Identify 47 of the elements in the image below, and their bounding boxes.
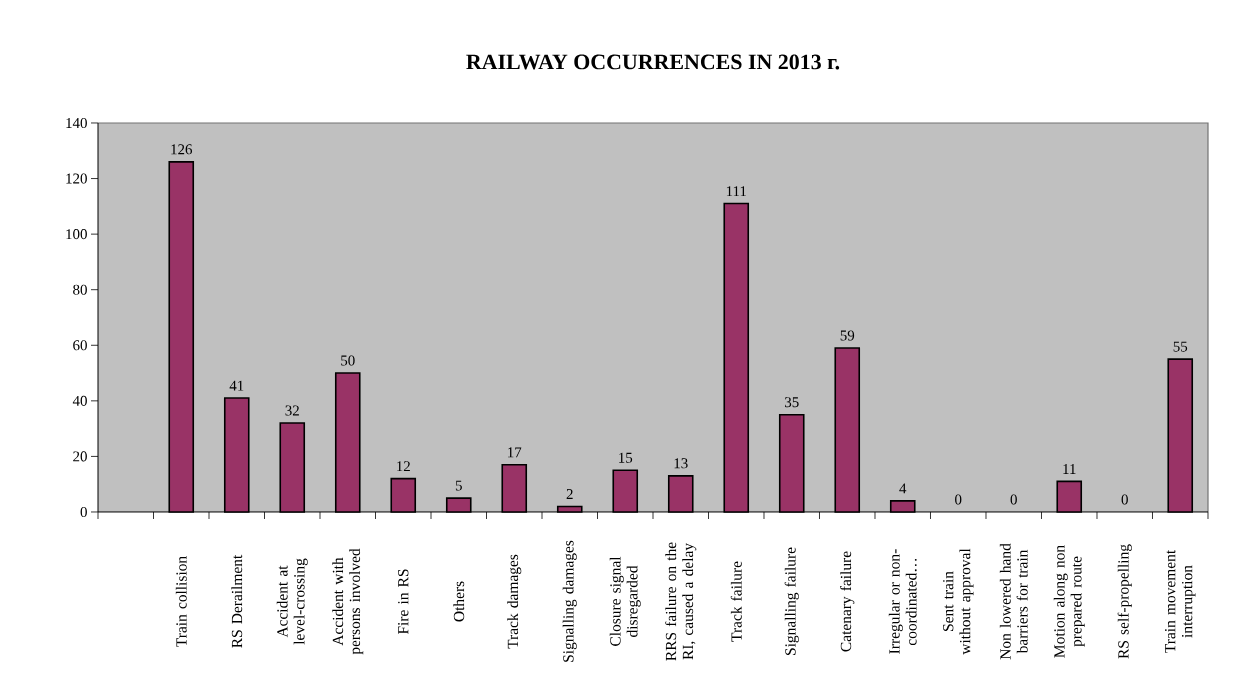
y-tick-label: 120 [66, 173, 87, 184]
x-tick-label: Non lowered hand barriers for train [999, 543, 1028, 660]
data-label: 41 [229, 380, 244, 391]
data-label: 50 [341, 355, 355, 366]
x-tick-label: Accident with persons involved [332, 548, 364, 655]
x-tick-label: Track damages [507, 554, 522, 649]
x-tick-label: RS self-propelling [1117, 544, 1132, 659]
y-tick-label: 0 [80, 506, 87, 518]
x-tick-label: Irregular or non-coordinated… [888, 549, 917, 654]
data-label: 126 [171, 144, 193, 155]
y-tick-label: 40 [72, 395, 87, 406]
data-label: 0 [1010, 494, 1017, 505]
data-label: 13 [674, 458, 688, 469]
data-label: 2 [566, 489, 573, 499]
x-tick-label: Signalling damages [562, 540, 577, 662]
chart-title: RAILWAY OCCURRENCES IN 2013 г. [466, 54, 840, 70]
data-label: 11 [1063, 464, 1076, 474]
data-label: 0 [955, 494, 962, 505]
y-tick-label: 140 [66, 117, 87, 129]
x-tick-label: RS Derailment [231, 554, 243, 648]
y-tick-label: 100 [66, 229, 87, 240]
x-tick-label: Fire in RS [398, 569, 409, 635]
x-tick-label: Train collision [175, 556, 187, 647]
x-tick-label: Train movement interruption [1165, 549, 1196, 653]
data-label: 0 [1121, 494, 1128, 505]
data-label: 59 [840, 330, 855, 341]
y-tick-label: 20 [73, 451, 87, 462]
x-tick-label: Catenary failure [840, 551, 855, 652]
x-tick-label: Track failure [730, 561, 742, 642]
data-label: 17 [508, 447, 522, 458]
y-tick-label: 60 [73, 340, 87, 351]
data-label: 12 [397, 461, 410, 472]
data-label: 5 [455, 480, 462, 491]
x-tick-label: Accident at level-crossing [276, 558, 308, 645]
data-label: 55 [1173, 341, 1188, 352]
data-label: 32 [285, 405, 299, 416]
y-tick-label: 80 [73, 284, 87, 295]
x-tick-label: Signalling failure [784, 547, 799, 655]
data-label: 15 [619, 452, 633, 463]
data-label: 111 [726, 186, 747, 197]
data-label: 4 [899, 483, 907, 494]
x-tick-label: Others [453, 581, 465, 622]
x-tick-label: Sent train without approval [943, 548, 974, 655]
x-tick-label: Motion along non prepared route [1053, 545, 1085, 658]
x-tick-label: RRS failure on the RI, caused a delay [665, 542, 697, 661]
x-tick-label: Closure signal disregarded [609, 556, 641, 646]
data-label: 35 [784, 397, 799, 408]
